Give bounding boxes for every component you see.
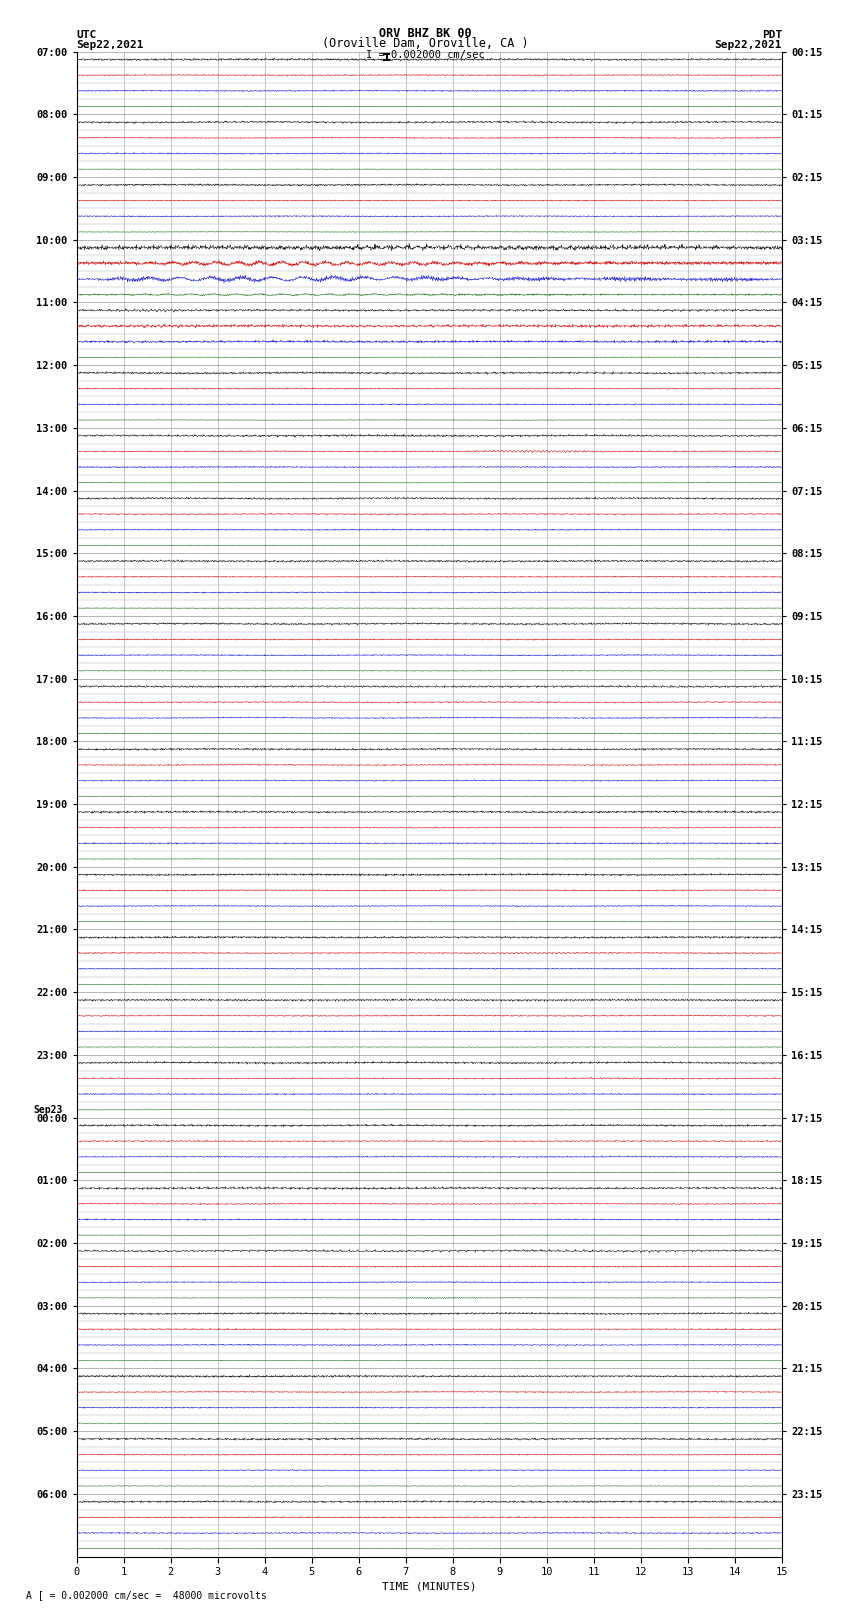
Text: (Oroville Dam, Oroville, CA ): (Oroville Dam, Oroville, CA ) [321,37,529,50]
Text: Sep22,2021: Sep22,2021 [715,40,782,50]
Text: Sep23: Sep23 [33,1105,62,1115]
Text: A [ = 0.002000 cm/sec =  48000 microvolts: A [ = 0.002000 cm/sec = 48000 microvolts [26,1590,266,1600]
Text: UTC: UTC [76,29,97,39]
Text: PDT: PDT [762,29,782,39]
Text: Sep22,2021: Sep22,2021 [76,40,144,50]
X-axis label: TIME (MINUTES): TIME (MINUTES) [382,1581,477,1590]
Text: ORV BHZ BK 00: ORV BHZ BK 00 [379,26,471,39]
Text: I = 0.002000 cm/sec: I = 0.002000 cm/sec [366,50,484,60]
